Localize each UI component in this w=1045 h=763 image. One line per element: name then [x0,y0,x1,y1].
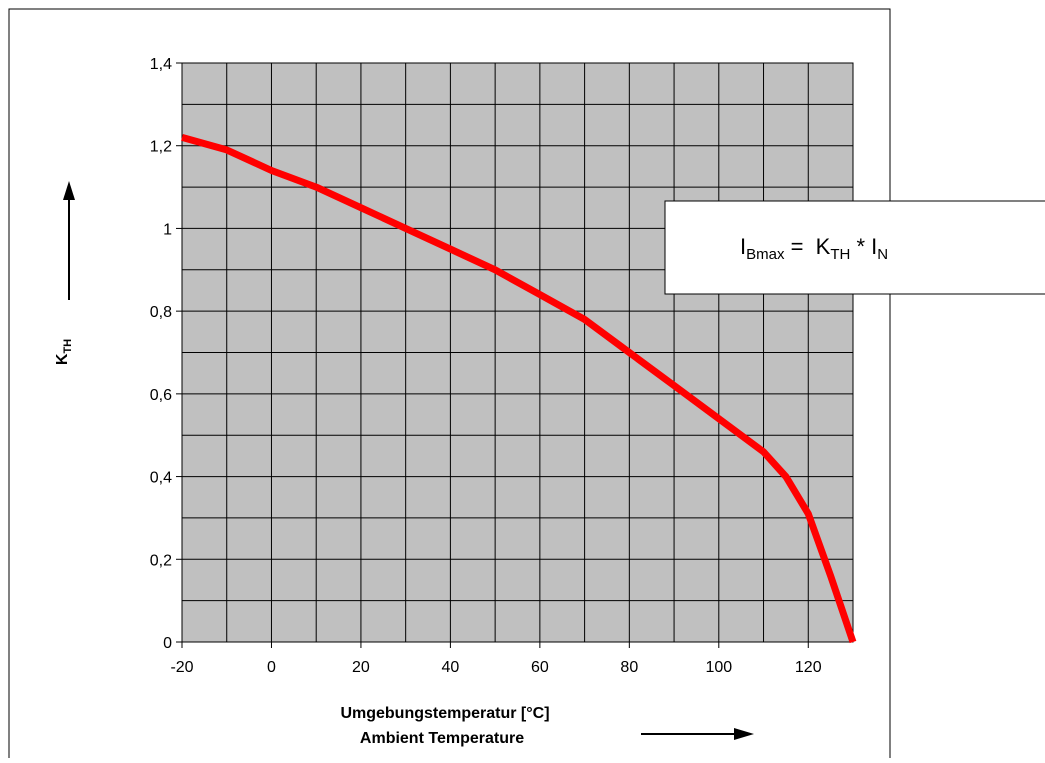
formula-i: I [740,234,746,259]
formula-sub-n: N [877,246,888,263]
x-tick-label: 40 [442,659,460,676]
y-axis-arrow [63,181,75,300]
x-tick-label: 0 [267,659,276,676]
x-axis-title-en: Ambient Temperature [360,730,524,747]
y-tick-label: 0,4 [150,470,172,487]
formula-equals: = [784,234,815,259]
y-axis-ticks: 0 0,2 0,4 0,6 0,8 1 1,2 1,4 [150,56,182,652]
x-axis-arrow [641,728,754,740]
formula-times: * [850,234,871,259]
series-line [181,134,857,644]
y-tick-label: 0,8 [150,304,172,321]
formula-k: K [816,234,831,259]
x-tick-label: 80 [620,659,638,676]
x-axis-title-de: Umgebungstemperatur [°C] [340,705,549,722]
formula-i2: I [871,234,877,259]
x-axis-ticks: -20 0 20 40 60 80 100 120 [170,642,822,676]
grid-lines [182,63,853,642]
formula-box: IBmax = KTH * IN [664,200,1045,295]
y-tick-label: 1,4 [150,56,172,73]
x-tick-label: -20 [170,659,193,676]
x-tick-label: 20 [352,659,370,676]
x-tick-label: 120 [795,659,822,676]
formula-sub-th: TH [830,246,850,263]
x-tick-label: 100 [705,659,732,676]
y-tick-label: 1 [163,221,172,238]
formula-box-frame [664,200,1045,295]
y-tick-label: 1,2 [150,139,172,156]
y-tick-label: 0,2 [150,552,172,569]
x-tick-label: 60 [531,659,549,676]
y-tick-label: 0,6 [150,387,172,404]
y-axis-title-main: K [54,353,71,365]
y-axis-title-sub: TH [62,339,74,354]
formula-sub-bmax: Bmax [746,246,785,263]
y-axis-title: KTH [54,339,74,365]
formula-text: IBmax = KTH * IN [740,234,888,263]
series-layer [181,134,857,644]
y-tick-label: 0 [163,635,172,652]
